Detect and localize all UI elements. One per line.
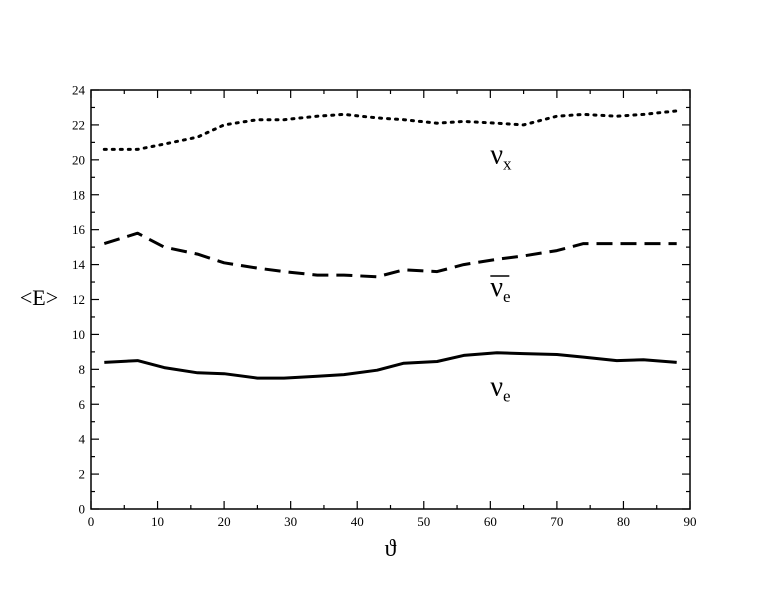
y-axis-title: <E> — [20, 285, 58, 310]
y-tick-label: 14 — [72, 257, 86, 272]
y-tick-label: 18 — [72, 187, 85, 202]
y-tick-label: 20 — [72, 152, 85, 167]
y-tick-label: 16 — [72, 222, 86, 237]
series-labels: νx νe νe — [490, 139, 512, 406]
y-tick-label: 2 — [79, 467, 86, 482]
series-label: νe — [490, 372, 510, 406]
y-tick-label: 6 — [79, 397, 86, 412]
x-tick-label: 80 — [617, 514, 630, 529]
x-tick-label: 90 — [684, 514, 697, 529]
x-tick-label: 40 — [351, 514, 364, 529]
x-tick-label: 30 — [284, 514, 297, 529]
series-label: νx — [490, 139, 512, 173]
y-tick-label: 0 — [79, 502, 86, 517]
x-axis-title: ϑ — [385, 536, 397, 562]
x-tick-label: 50 — [417, 514, 430, 529]
x-tick-label: 0 — [88, 514, 95, 529]
y-tick-label: 22 — [72, 117, 85, 132]
series-line-dotted — [102, 109, 679, 151]
series-line-dashed — [103, 231, 677, 279]
series-line-solid — [104, 351, 677, 380]
y-tick-label: 12 — [72, 292, 85, 307]
x-tick-label: 20 — [218, 514, 231, 529]
y-tick-label: 8 — [79, 362, 86, 377]
x-tick-label: 70 — [550, 514, 563, 529]
series-lines — [102, 109, 679, 380]
x-tick-label: 60 — [484, 514, 497, 529]
y-tick-label: 4 — [79, 432, 86, 447]
plot-frame — [90, 89, 691, 510]
y-tick-label: 10 — [72, 327, 85, 342]
x-tick-label: 10 — [151, 514, 164, 529]
y-tick-label: 24 — [72, 83, 86, 98]
series-label: νe — [490, 272, 510, 306]
